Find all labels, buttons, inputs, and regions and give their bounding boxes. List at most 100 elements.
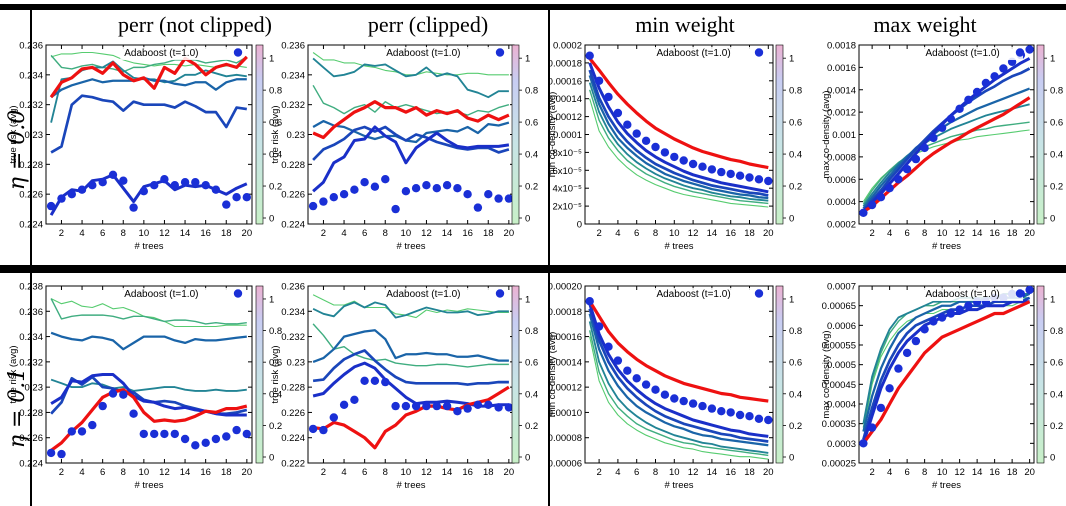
adaboost-point (707, 404, 717, 413)
x-tick-label: 8 (383, 467, 388, 478)
y-tick-label: 0.228 (19, 408, 43, 419)
series-line (50, 378, 247, 392)
adaboost-point (160, 175, 169, 184)
y-tick-label: 0.00014 (548, 357, 582, 368)
x-tick-label: 16 (462, 467, 473, 478)
y-tick-label: 0.234 (19, 332, 43, 343)
adaboost-point (453, 184, 462, 193)
adaboost-point (484, 190, 493, 199)
y-axis-label: min co-density (avg) (547, 332, 558, 418)
adaboost-point (432, 401, 441, 411)
adaboost-point (401, 187, 411, 196)
adaboost-point (745, 173, 754, 182)
y-tick-label: 0.001 (832, 130, 856, 141)
adaboost-point (160, 429, 169, 439)
x-tick-label: 16 (989, 467, 1000, 478)
adaboost-point (442, 181, 452, 190)
legend-label: Adaboost (t=1.0) (386, 48, 460, 59)
adaboost-point (911, 154, 921, 164)
adaboost-point (473, 400, 483, 409)
colorbar-tick-label: 0.8 (789, 86, 802, 97)
y-tick-label: 0.00045 (822, 380, 856, 391)
adaboost-point (191, 178, 200, 187)
y-tick-label: 0.232 (19, 100, 43, 111)
x-axis-label: # trees (664, 480, 693, 491)
x-axis-label: # trees (932, 241, 961, 252)
colorbar-tick-label: 0 (1050, 214, 1055, 225)
x-axis-label: # trees (396, 241, 425, 252)
adaboost-point (504, 194, 514, 203)
adaboost-point (391, 401, 400, 411)
x-tick-label: 20 (504, 228, 515, 239)
y-tick-label: 0.226 (281, 190, 305, 201)
adaboost-point (360, 376, 369, 385)
x-tick-label: 14 (442, 467, 453, 478)
adaboost-point (929, 317, 938, 326)
y-axis-label: max co-density (avg) (821, 90, 832, 178)
y-tick-label: 0.236 (281, 41, 305, 52)
colorbar-tick-label: 0.2 (269, 421, 282, 432)
adaboost-point (242, 429, 251, 439)
plot-area (45, 44, 253, 225)
x-tick-label: 4 (79, 467, 84, 478)
adaboost-point (370, 182, 380, 191)
adaboost-point (57, 449, 66, 459)
y-tick-label: 0.226 (19, 190, 43, 201)
adaboost-point (77, 427, 87, 436)
x-tick-label: 14 (972, 467, 983, 478)
series-line (312, 294, 509, 319)
y-tick-label: 2x10⁻⁵ (552, 202, 582, 213)
adaboost-point (350, 395, 359, 404)
adaboost-point (381, 175, 390, 184)
adaboost-point (319, 197, 328, 206)
x-tick-label: 2 (59, 228, 64, 239)
center-rule (548, 4, 550, 506)
series-line (50, 76, 247, 99)
x-tick-label: 2 (321, 228, 326, 239)
y-tick-label: 0.00014 (548, 94, 582, 105)
adaboost-point (670, 152, 679, 162)
adaboost-point (494, 403, 503, 412)
x-tick-label: 6 (362, 228, 367, 239)
series-line (589, 330, 769, 457)
series-line (589, 89, 769, 205)
adaboost-point (222, 200, 231, 209)
series-line (588, 313, 769, 447)
row-label-eta-0: η = 0.0 (5, 110, 30, 191)
colorbar-tick-label: 0.6 (269, 118, 282, 129)
highlight-line (862, 300, 1031, 445)
adaboost-point (329, 413, 338, 422)
x-tick-label: 18 (744, 228, 755, 239)
x-axis-label: # trees (664, 241, 693, 252)
adaboost-point (613, 108, 623, 118)
colorbar-tick-label: 0.4 (789, 389, 802, 400)
y-tick-label: 0.0001 (553, 130, 582, 141)
row-label-eta-0.1: η = 0.1 (5, 368, 30, 449)
adaboost-point (98, 178, 107, 187)
x-tick-label: 16 (462, 228, 473, 239)
adaboost-point (180, 434, 190, 444)
top-rule (0, 4, 1066, 10)
x-tick-label: 14 (972, 228, 983, 239)
y-tick-label: 8x10⁻⁵ (552, 148, 582, 159)
x-tick-label: 4 (887, 467, 892, 478)
colorbar-tick-label: 0.4 (525, 150, 538, 161)
x-tick-label: 18 (221, 228, 232, 239)
legend-label: Adaboost (t=1.0) (926, 289, 1000, 300)
y-tick-label: 0.00012 (548, 112, 582, 123)
series-line (862, 103, 1030, 207)
adaboost-point (604, 92, 613, 102)
x-tick-label: 6 (634, 467, 639, 478)
colorbar-tick-label: 0.6 (1050, 118, 1063, 129)
series-line (861, 300, 1030, 444)
y-tick-label: 0.0002 (827, 220, 856, 231)
plot-area (45, 285, 253, 464)
adaboost-point (641, 380, 651, 389)
x-tick-label: 6 (100, 467, 105, 478)
header-max-weight: max weight (873, 12, 976, 37)
chart-panel: 0.0002 0.0004 0.0006 0.0008 0.001 0.0012 0.001… (821, 41, 1063, 253)
colorbar-tick-label: 0.2 (525, 182, 538, 193)
adaboost-point (67, 427, 77, 436)
chart-panel: 0.2220.2240.2260.2280.230.2320.2340.2362… (270, 282, 538, 492)
